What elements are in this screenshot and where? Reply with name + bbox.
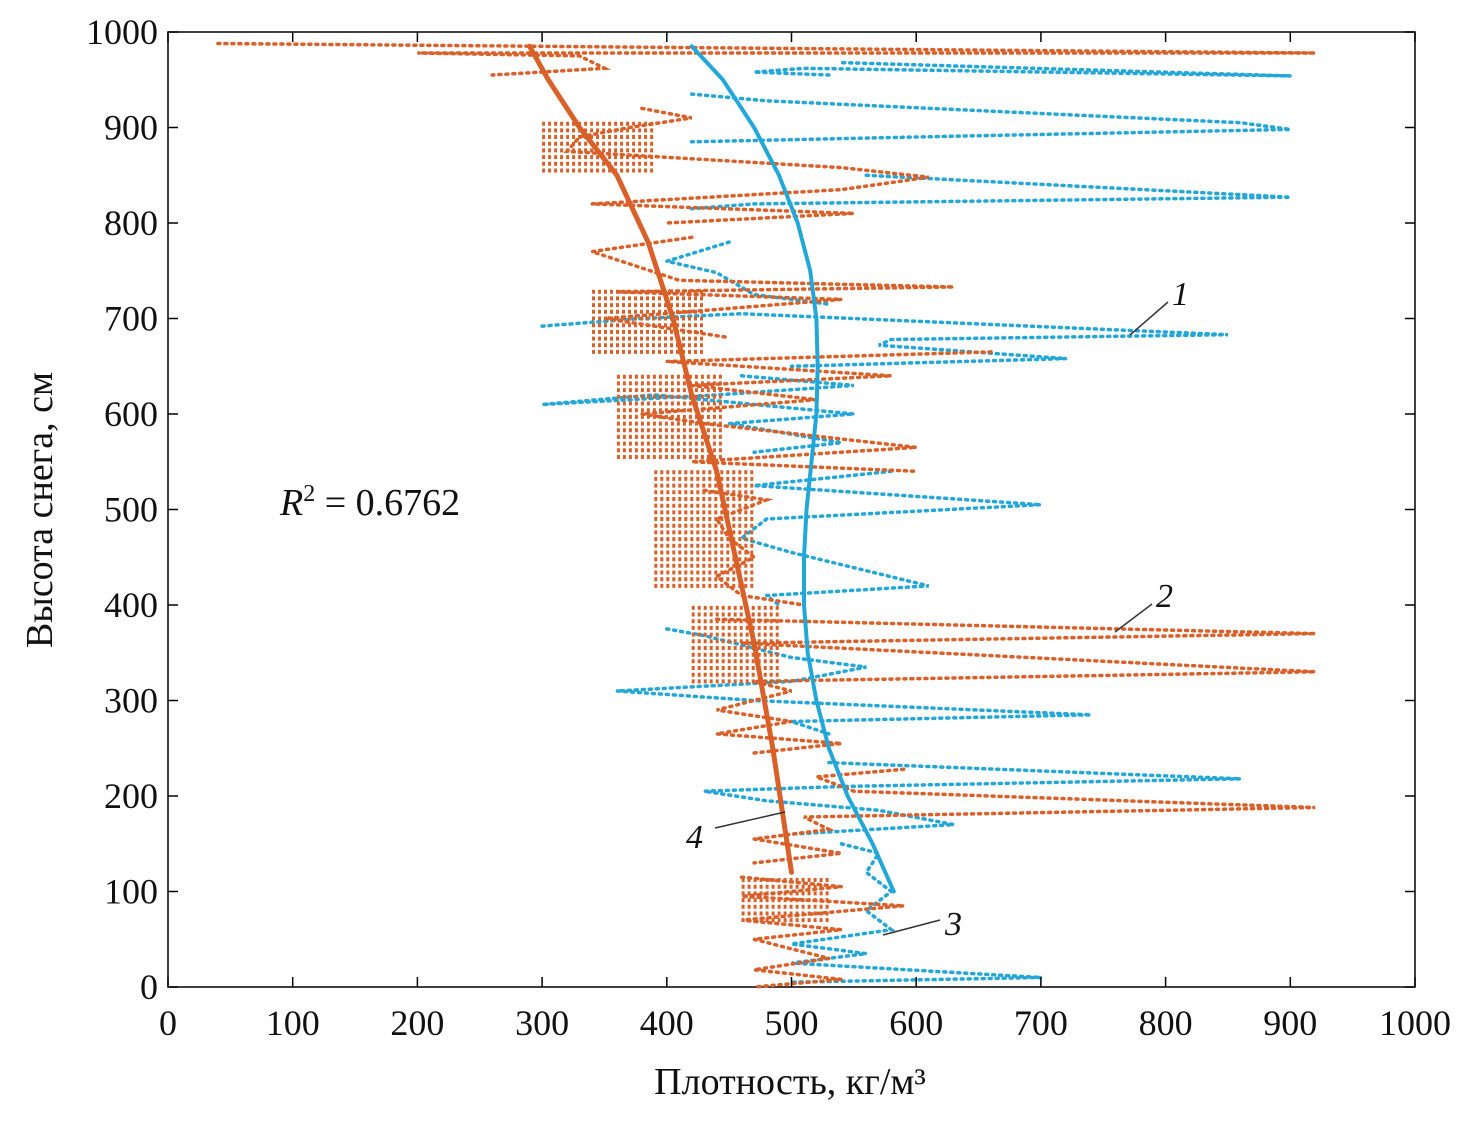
ticks-layer — [167, 31, 1416, 988]
y-tick-label: 300 — [104, 681, 158, 721]
series-4-line — [527, 43, 794, 875]
annotation-1-leader — [1129, 301, 1169, 336]
r-squared-annotation: R2 = 0.6762 — [279, 481, 460, 524]
series-1-trace-2 — [689, 173, 1291, 211]
x-tick-label: 700 — [1014, 1003, 1068, 1043]
x-tick-label: 200 — [390, 1003, 444, 1043]
y-tick-label: 700 — [104, 299, 158, 339]
x-tick-label: 900 — [1263, 1003, 1317, 1043]
annotation-3-label: 3 — [944, 906, 962, 943]
plot-area — [167, 31, 1416, 988]
series-1-trace-1 — [689, 92, 1291, 144]
series-2-trace-7 — [739, 875, 904, 989]
series-1-trace-6 — [737, 469, 1042, 607]
series-1-trace-4 — [540, 311, 1229, 369]
annotation-2-leader — [1114, 603, 1153, 633]
annotation-1: 1 — [1129, 276, 1189, 336]
series-2-trace-0 — [216, 41, 1316, 77]
y-tick-label: 400 — [104, 585, 158, 625]
series-3-line — [689, 44, 896, 894]
x-tick-label: 100 — [266, 1003, 320, 1043]
y-tick-label: 500 — [104, 490, 158, 530]
x-tick-label: 0 — [159, 1003, 177, 1043]
y-tick-label: 900 — [104, 108, 158, 148]
y-tick-label: 800 — [104, 203, 158, 243]
series-1-trace-9 — [789, 842, 1042, 984]
annotation-4-leader — [714, 811, 786, 829]
annotation-1-label: 1 — [1172, 276, 1189, 313]
series-2-trace-3 — [641, 350, 993, 474]
annotation-3-leader — [882, 919, 941, 936]
x-tick-label: 400 — [640, 1003, 694, 1043]
x-tick-label: 800 — [1139, 1003, 1193, 1043]
x-axis-title: Плотность, кг/м³ — [654, 1061, 926, 1103]
y-tick-label: 200 — [104, 776, 158, 816]
annotation-4-label: 4 — [686, 819, 703, 856]
x-tick-label: 1000 — [1379, 1003, 1451, 1043]
series-2-band-1 — [592, 289, 705, 354]
y-axis-title: Высота снега, см — [19, 372, 61, 648]
y-tick-label: 100 — [104, 872, 158, 912]
series-2-trace-6 — [752, 767, 1316, 865]
series-layer — [216, 41, 1316, 989]
series-2-trace-5 — [714, 617, 1316, 755]
x-tick-label: 300 — [515, 1003, 569, 1043]
series-1-trace-8 — [703, 760, 1241, 836]
series-2-band-5 — [741, 878, 829, 923]
annotation-4: 4 — [686, 811, 786, 856]
series-2-trace-2 — [591, 235, 954, 340]
x-tick-label: 500 — [765, 1003, 819, 1043]
series-2-band-3 — [654, 470, 755, 588]
series-1-trace-0 — [753, 60, 1291, 78]
series-2-trace-4 — [702, 488, 806, 607]
series-2-band-4 — [691, 605, 779, 684]
y-tick-label: 1000 — [86, 12, 158, 52]
y-tick-label: 0 — [140, 967, 158, 1007]
x-tick-label: 600 — [889, 1003, 943, 1043]
annotation-3: 3 — [882, 906, 962, 943]
y-tick-label: 600 — [104, 394, 158, 434]
tick-labels-layer: 0 100 200 300 400 500 600 700 800 900 1000 0 100 200 3… — [86, 12, 1451, 1043]
annotation-2: 2 — [1114, 578, 1173, 633]
annotation-2-label: 2 — [1156, 578, 1173, 615]
